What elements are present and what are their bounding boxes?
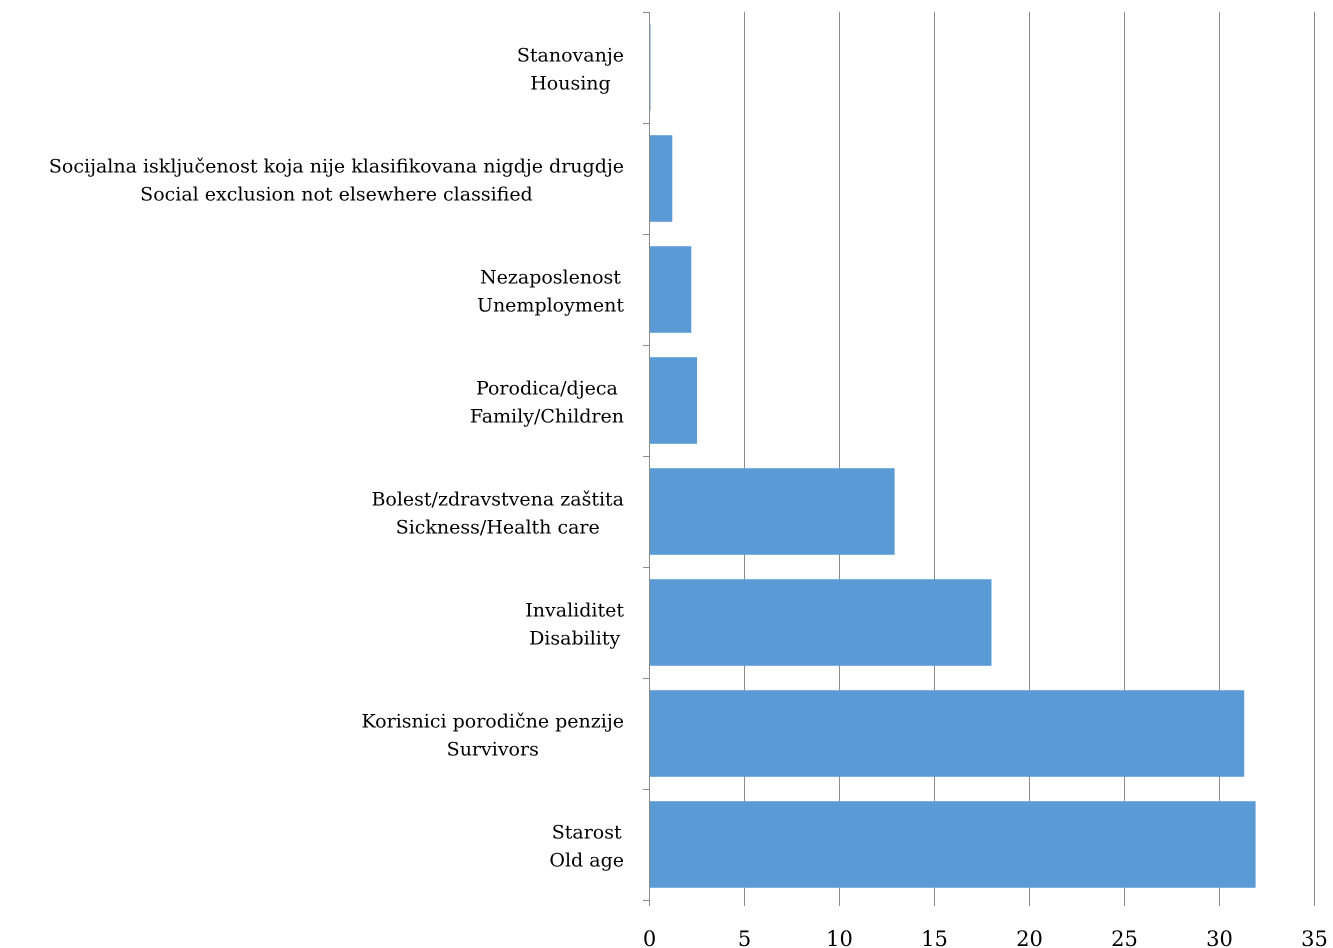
category-label-line1: Socijalna isključenost koja nije klasifi…	[49, 156, 624, 178]
category-label-line2: Disability	[529, 628, 620, 650]
bar-3	[649, 357, 697, 444]
category-labels: Stanovanje Housing Socijalna isključenost …	[49, 45, 624, 872]
category-label-line2: Family/Children	[470, 406, 624, 428]
category-label-line2: Sickness/Health care	[396, 517, 600, 539]
category-label-line2: Survivors	[447, 739, 539, 761]
category-label-line1: Starost	[552, 822, 622, 844]
category-label-line1: Stanovanje	[517, 45, 624, 67]
x-tick-label: 15	[921, 927, 948, 948]
category-label-line2: Social exclusion not elsewhere classifie…	[140, 184, 533, 206]
category-label-line2: Old age	[549, 850, 624, 872]
x-axis-tick-labels: 0 5 10 15 20 25 30 35	[643, 927, 1328, 948]
category-label-line1: Bolest/zdravstvena zaštita	[371, 489, 624, 511]
x-tick-label: 25	[1111, 927, 1138, 948]
category-label-line1: Nezaposlenost	[480, 267, 621, 289]
category-label-line2: Unemployment	[477, 295, 624, 317]
x-tick-label: 30	[1206, 927, 1233, 948]
x-tick-label: 20	[1016, 927, 1043, 948]
bar-7	[649, 801, 1256, 888]
x-tick-label: 35	[1301, 927, 1328, 948]
x-tick-label: 5	[738, 927, 751, 948]
category-label-line2: Housing	[530, 73, 610, 95]
bar-6	[649, 690, 1245, 777]
bar-1	[649, 135, 673, 222]
grid-lines	[744, 12, 1315, 900]
x-tick-label: 10	[826, 927, 853, 948]
bars	[649, 24, 1256, 888]
category-label-line1: Invaliditet	[525, 600, 624, 622]
bar-2	[649, 246, 692, 333]
bar-5	[649, 579, 992, 666]
category-label-line1: Porodica/djeca	[476, 378, 618, 400]
category-label-line1: Korisnici porodične penzije	[362, 711, 625, 733]
x-tick-label: 0	[643, 927, 656, 948]
bar-4	[649, 468, 895, 555]
y-axis	[643, 12, 1315, 906]
